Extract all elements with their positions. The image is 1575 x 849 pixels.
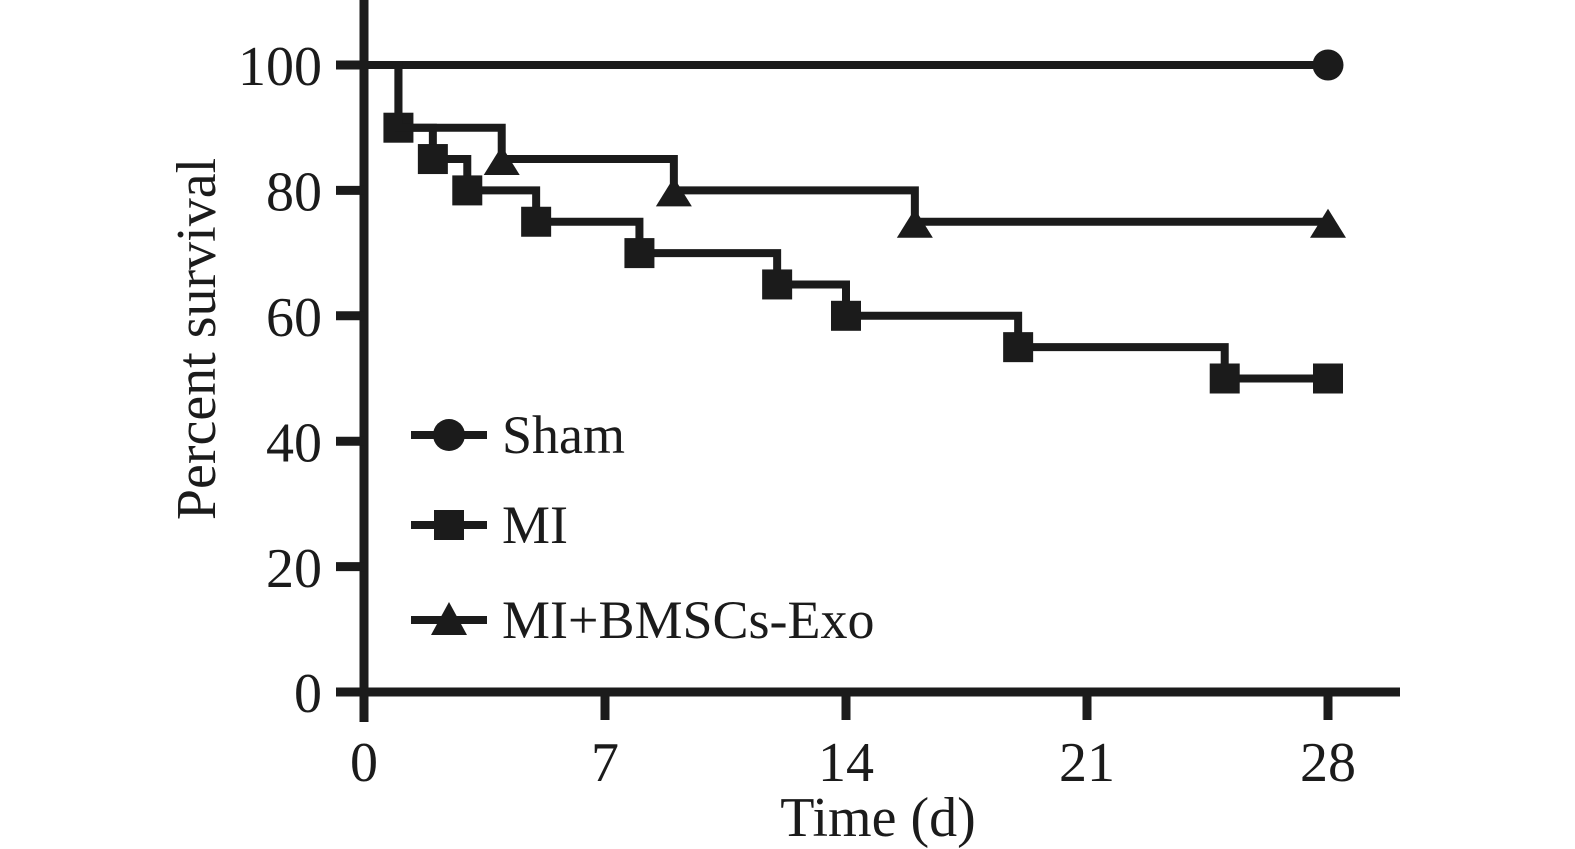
y-tick-label: 40 xyxy=(266,412,322,474)
y-tick-label: 0 xyxy=(294,663,322,725)
x-tick-label: 28 xyxy=(1300,732,1356,794)
square-marker-mi xyxy=(1313,363,1343,394)
square-marker-mi xyxy=(417,144,448,175)
square-marker-mi xyxy=(452,175,483,206)
square-marker-mi xyxy=(521,206,552,237)
y-axis-title: Percent survival xyxy=(166,157,228,521)
square-marker-mi xyxy=(831,300,861,331)
series-path-mi-bmscs-exo xyxy=(364,61,1328,226)
square-marker-mi xyxy=(762,269,793,300)
y-tick-label: 60 xyxy=(266,287,322,349)
circle-marker-sham xyxy=(1312,49,1344,81)
x-tick-label: 7 xyxy=(591,732,619,794)
x-axis-title: Time (d) xyxy=(780,787,976,849)
triangle-marker-mi-bmscs-exo xyxy=(896,208,933,238)
y-tick-label: 80 xyxy=(266,162,322,224)
square-marker-mi xyxy=(624,238,655,269)
x-tick-label: 0 xyxy=(350,732,378,794)
triangle-marker-mi-bmscs-exo xyxy=(483,146,520,176)
x-tick-label: 14 xyxy=(818,732,874,794)
y-tick-label: 20 xyxy=(266,538,322,600)
triangle-marker-mi-bmscs-exo xyxy=(1310,208,1346,238)
x-tick-label: 21 xyxy=(1059,732,1115,794)
y-tick-label: 100 xyxy=(238,36,322,98)
triangle-marker-mi-bmscs-exo xyxy=(655,177,692,207)
square-marker-mi xyxy=(1209,363,1240,394)
square-marker-mi xyxy=(1003,332,1034,363)
